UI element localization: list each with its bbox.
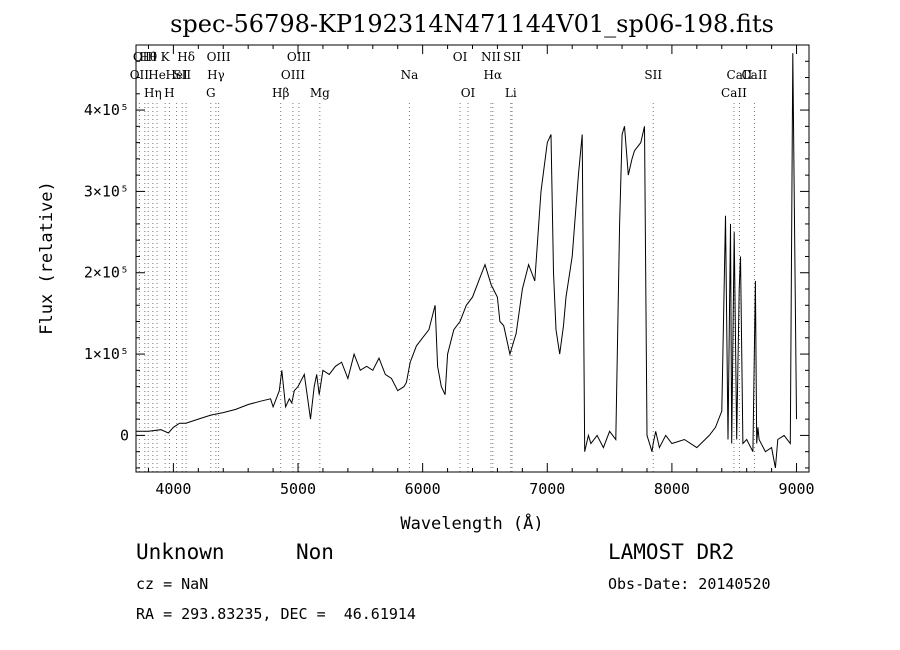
line-marker-label: Hη	[144, 86, 162, 100]
chart-title: spec-56798-KP192314N471144V01_sp06-198.f…	[170, 10, 774, 38]
spectrum-line	[136, 53, 797, 468]
line-marker-label: He	[148, 68, 166, 82]
line-marker-label: CaII	[721, 86, 747, 100]
y-axis-label: Flux (relative)	[37, 181, 57, 335]
line-marker-label: Hβ	[272, 86, 289, 100]
axis-ticks: 4000 5000 6000 7000 8000 9000 0 1×10⁵ 2×10⁵ 3×10⁵…	[84, 45, 815, 498]
line-marker-label: HeI	[165, 68, 188, 82]
y-tick-label: 3×10⁵	[84, 182, 129, 200]
coordinates: RA = 293.83235, DEC = 46.61914	[136, 605, 416, 623]
line-marker-label: NII	[481, 50, 501, 64]
line-marker-label: SII	[173, 68, 191, 82]
line-marker-label: G	[206, 86, 216, 100]
line-marker-label: OII	[130, 68, 150, 82]
line-marker-label: Hα	[484, 68, 503, 82]
line-marker-label: Li	[505, 86, 517, 100]
line-marker-label: OI	[453, 50, 468, 64]
x-tick-label: 4000	[155, 480, 191, 498]
redshift-value: cz = NaN	[136, 575, 209, 593]
line-marker-label: SII	[644, 68, 662, 82]
line-marker-label: Hθ	[139, 50, 157, 64]
plot-frame	[135, 44, 810, 473]
line-marker-label: OIII	[133, 50, 157, 64]
x-tick-label: 8000	[654, 480, 690, 498]
line-marker-label: CaII	[727, 68, 753, 82]
line-marker-label: SII	[503, 50, 521, 64]
spectral-subclass: Non	[296, 540, 334, 564]
line-marker-label: Hδ	[177, 50, 195, 64]
x-tick-label: 7000	[529, 480, 565, 498]
line-marker-label: OIII	[207, 50, 231, 64]
x-axis-label: Wavelength (Å)	[400, 512, 543, 534]
x-tick-label: 9000	[778, 480, 814, 498]
line-marker-label: OI	[461, 86, 476, 100]
y-tick-label: 1×10⁵	[84, 345, 129, 363]
x-tick-label: 6000	[405, 480, 441, 498]
line-marker-label: Na	[401, 68, 419, 82]
emission-line-markers: OIIOIIIHθHηHeKHHeISIIHδGHγOIIIHβOIIIOIII…	[130, 50, 768, 472]
y-tick-label: 2×10⁵	[84, 264, 129, 282]
y-tick-label: 0	[120, 426, 129, 444]
x-tick-label: 5000	[280, 480, 316, 498]
spectral-class: Unknown	[136, 540, 225, 564]
survey-name: LAMOST DR2	[608, 540, 735, 564]
line-marker-label: Mg	[310, 86, 330, 100]
obs-date: Obs-Date: 20140520	[608, 575, 771, 593]
line-marker-label: K	[161, 50, 171, 64]
line-marker-label: OIII	[287, 50, 311, 64]
line-marker-label: Hγ	[207, 68, 225, 82]
line-marker-label: OIII	[281, 68, 305, 82]
line-marker-label: H	[164, 86, 174, 100]
spectrum-chart: spec-56798-KP192314N471144V01_sp06-198.f…	[37, 10, 815, 534]
line-marker-label: CaII	[741, 68, 767, 82]
y-tick-label: 4×10⁵	[84, 101, 129, 119]
